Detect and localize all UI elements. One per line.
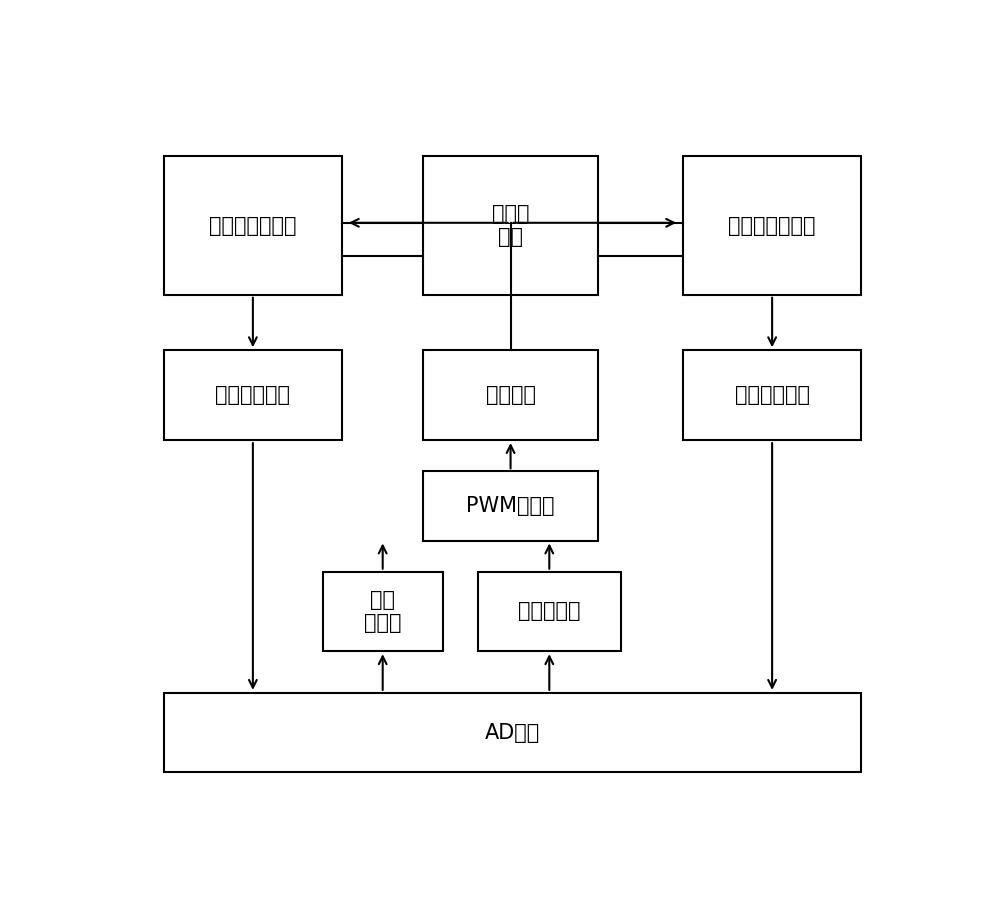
Bar xyxy=(423,156,598,295)
Bar xyxy=(164,693,861,772)
Bar xyxy=(423,350,598,441)
Text: 高频变
压器: 高频变 压器 xyxy=(492,204,529,247)
Text: 高压侧全桥电路: 高压侧全桥电路 xyxy=(728,216,816,236)
Bar xyxy=(683,350,861,441)
Bar xyxy=(478,572,621,651)
Text: 输入调理电路: 输入调理电路 xyxy=(215,385,290,405)
Bar xyxy=(423,471,598,540)
Text: 驱动电路: 驱动电路 xyxy=(486,385,536,405)
Text: PWM发生器: PWM发生器 xyxy=(466,496,555,516)
Text: 启动
控制器: 启动 控制器 xyxy=(364,590,401,633)
Text: 输出调理电路: 输出调理电路 xyxy=(735,385,810,405)
Text: 低压侧全桥电路: 低压侧全桥电路 xyxy=(209,216,297,236)
Text: 误差调节器: 误差调节器 xyxy=(518,601,581,621)
Bar xyxy=(164,350,342,441)
Bar xyxy=(164,156,342,295)
Text: AD采样: AD采样 xyxy=(485,723,540,743)
Bar xyxy=(323,572,443,651)
Bar xyxy=(683,156,861,295)
